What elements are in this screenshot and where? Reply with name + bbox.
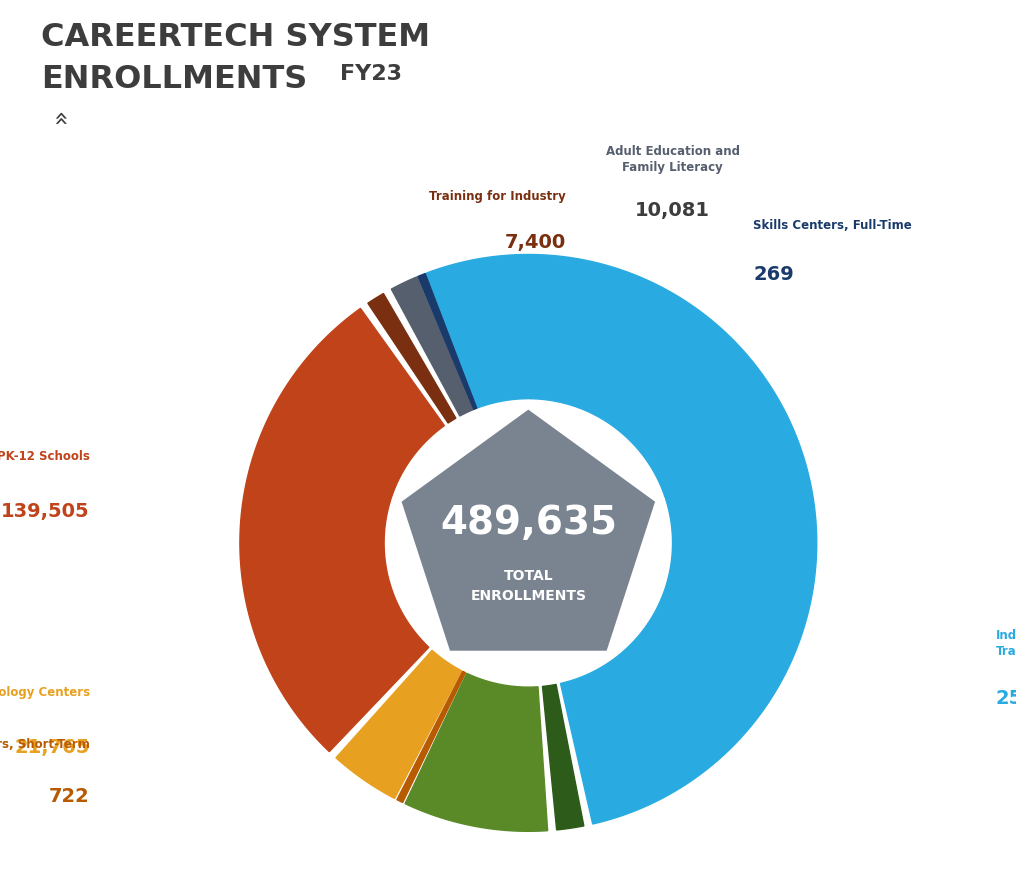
Polygon shape [336, 651, 461, 798]
Polygon shape [397, 671, 465, 803]
Text: 269: 269 [753, 265, 795, 284]
Text: Skills Centers, Full-Time: Skills Centers, Full-Time [753, 219, 912, 232]
Polygon shape [368, 294, 456, 423]
Text: 257,941: 257,941 [996, 689, 1016, 708]
Polygon shape [426, 255, 817, 824]
Text: «: « [46, 111, 70, 126]
Text: TOTAL
ENROLLMENTS: TOTAL ENROLLMENTS [470, 570, 586, 603]
Polygon shape [391, 277, 472, 416]
Text: Training for Industry: Training for Industry [429, 190, 566, 203]
Polygon shape [405, 673, 548, 831]
Text: Skills Centers, Short-Term: Skills Centers, Short-Term [0, 739, 90, 751]
Text: CAREERTECH SYSTEM: CAREERTECH SYSTEM [41, 22, 430, 53]
Text: 21,765: 21,765 [14, 738, 90, 757]
Text: Industry-Specific
Training: Industry-Specific Training [996, 629, 1016, 659]
Text: 10,081: 10,081 [635, 201, 710, 220]
Text: 7,400: 7,400 [505, 232, 566, 252]
Text: FY23: FY23 [340, 64, 402, 84]
Text: Adult Education and
Family Literacy: Adult Education and Family Literacy [606, 145, 740, 174]
Text: ENROLLMENTS: ENROLLMENTS [41, 64, 307, 95]
Polygon shape [418, 273, 477, 409]
Polygon shape [543, 684, 584, 829]
Text: Technology Centers: Technology Centers [0, 686, 90, 700]
Text: 722: 722 [49, 787, 90, 806]
Polygon shape [396, 404, 660, 655]
Text: 489,635: 489,635 [440, 504, 617, 542]
Text: PK-12 Schools: PK-12 Schools [0, 449, 90, 463]
Text: 139,505: 139,505 [1, 502, 90, 521]
Polygon shape [240, 309, 444, 752]
